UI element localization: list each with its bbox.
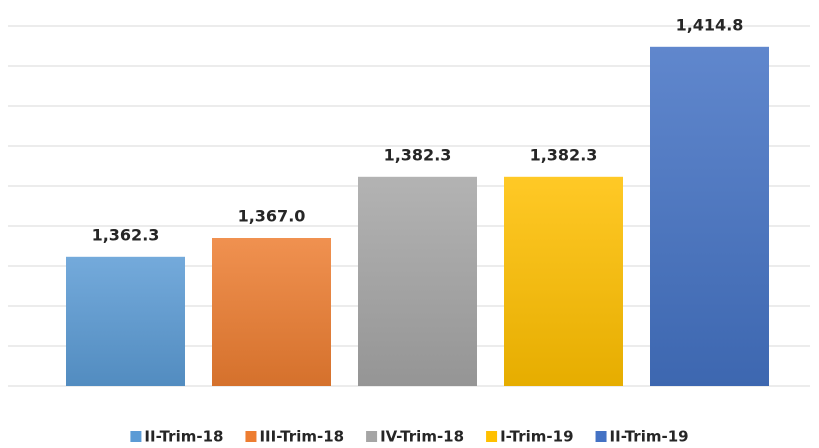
legend-label: I-Trim-19	[500, 428, 573, 446]
bar	[650, 46, 769, 387]
value-label: 1,382.3	[384, 145, 452, 164]
legend-swatch	[595, 431, 607, 442]
legend-label: II-Trim-18	[144, 428, 223, 446]
legend-label: II-Trim-19	[610, 428, 689, 446]
legend-swatch	[366, 431, 378, 442]
value-label: 1,367.0	[238, 207, 306, 226]
bar	[358, 176, 477, 386]
value-label: 1,414.8	[676, 15, 744, 34]
value-label: 1,362.3	[92, 225, 160, 244]
legend-swatch	[245, 431, 257, 442]
value-label: 1,382.3	[530, 145, 598, 164]
legend: II-Trim-18 III-Trim-18 IV-Trim-18 I-Trim-19…	[130, 428, 689, 446]
bar	[212, 238, 331, 386]
legend-label: IV-Trim-18	[380, 428, 464, 446]
legend-swatch	[486, 431, 498, 442]
bar	[66, 256, 185, 386]
legend-swatch	[130, 431, 142, 442]
bar	[504, 176, 623, 386]
legend-label: III-Trim-18	[259, 428, 344, 446]
